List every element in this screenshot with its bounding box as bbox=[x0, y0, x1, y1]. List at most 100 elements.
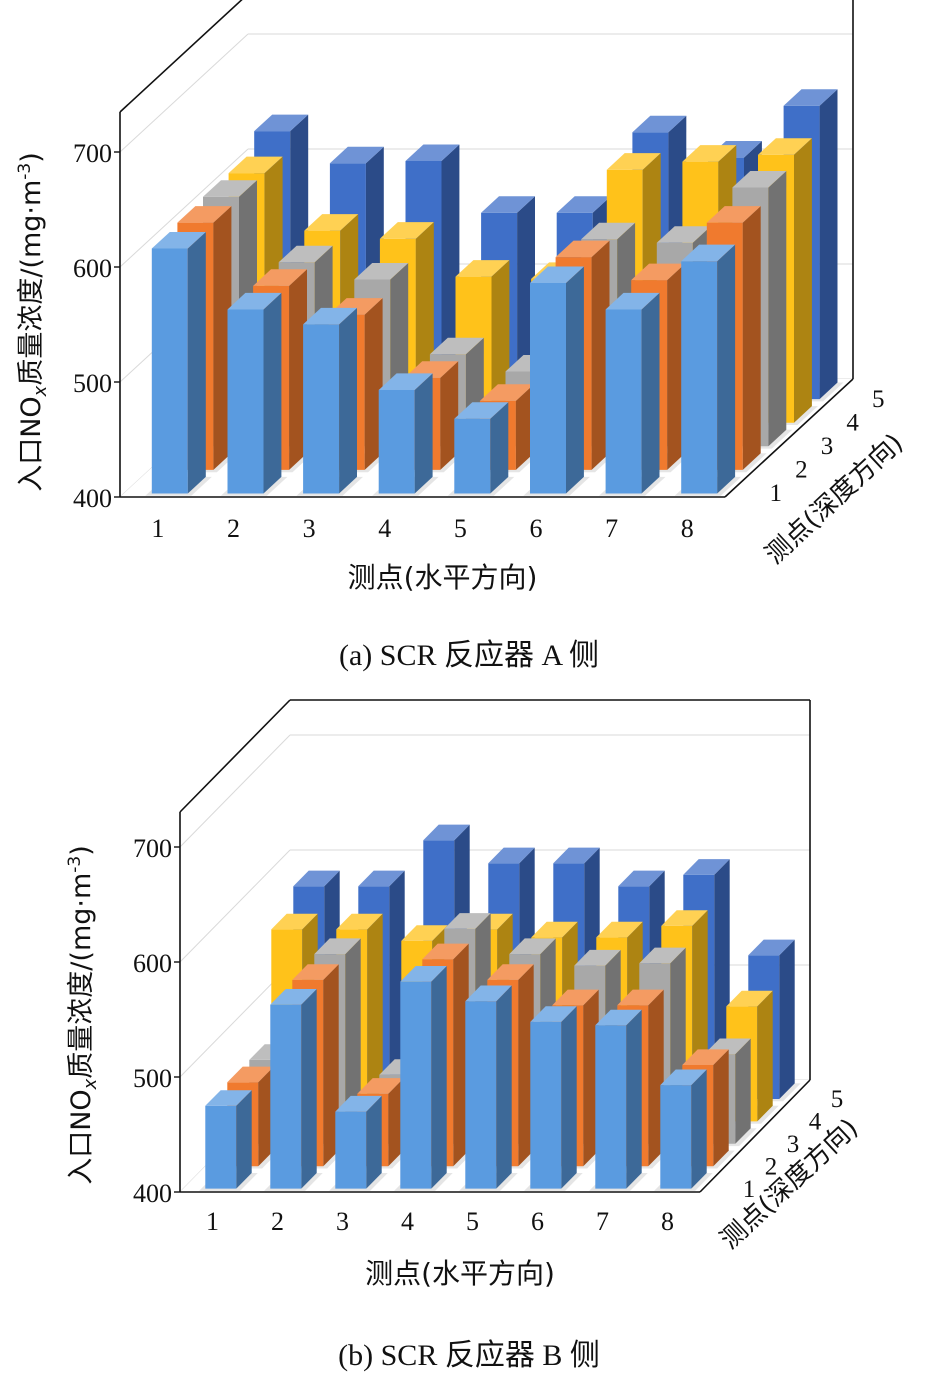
bar-side bbox=[339, 307, 357, 494]
bar-side bbox=[323, 964, 339, 1167]
x-axis-title: 测点(水平方向) bbox=[348, 561, 538, 594]
bar-top bbox=[726, 990, 773, 1007]
bar-side bbox=[388, 1078, 404, 1167]
bar-top bbox=[509, 938, 556, 955]
x-tick-label-7: 8 bbox=[661, 1207, 674, 1236]
bar-front bbox=[400, 981, 432, 1189]
y-tick-label-2: 600 bbox=[73, 254, 112, 283]
bar-side bbox=[794, 138, 812, 423]
bar-side bbox=[518, 964, 534, 1167]
bar-top bbox=[574, 949, 621, 966]
gridline-side-2 bbox=[119, 148, 249, 268]
bar-top bbox=[444, 913, 491, 929]
bar-top bbox=[595, 1009, 642, 1026]
bar-top bbox=[639, 947, 686, 964]
bar-top bbox=[205, 1090, 252, 1106]
bar-top bbox=[660, 1069, 707, 1086]
bar-top bbox=[379, 222, 434, 239]
bar-side bbox=[561, 1006, 577, 1189]
bar-side bbox=[414, 373, 433, 494]
bar-side bbox=[626, 1009, 642, 1189]
bar-top bbox=[681, 244, 736, 262]
bar-b-d1-c7 bbox=[589, 1009, 648, 1191]
bar-front bbox=[270, 1004, 302, 1189]
bar-side bbox=[453, 943, 469, 1167]
x-tick-label-5: 6 bbox=[531, 1207, 544, 1236]
y-tick-label-3: 700 bbox=[73, 139, 112, 168]
bar-top bbox=[314, 938, 361, 955]
bar-top bbox=[531, 921, 578, 938]
caption-b: (b) SCR 反应器 B 侧 bbox=[338, 1339, 600, 1372]
bar-top bbox=[303, 307, 357, 325]
bar-top bbox=[488, 847, 535, 864]
bar-top bbox=[151, 232, 206, 249]
bar-front bbox=[465, 1001, 497, 1189]
bar-side bbox=[440, 361, 459, 470]
bar-top bbox=[606, 153, 661, 170]
bar-a-d1-c2 bbox=[220, 292, 288, 496]
y-axis-title-exp: -3 bbox=[65, 856, 85, 873]
bar-side bbox=[717, 244, 736, 494]
bar-top bbox=[596, 921, 643, 938]
bar-side bbox=[819, 89, 838, 400]
bar-side bbox=[289, 269, 307, 470]
bar-top bbox=[748, 939, 795, 956]
depth-tick-label-3: 4 bbox=[809, 1109, 822, 1136]
x-tick-label-7: 8 bbox=[681, 514, 694, 543]
bar-a-d1-c7 bbox=[599, 292, 666, 496]
bar-top bbox=[618, 870, 665, 887]
depth-tick-label-2: 3 bbox=[821, 433, 834, 460]
bar-front bbox=[454, 418, 491, 494]
bar-front bbox=[227, 309, 264, 494]
bar-front bbox=[660, 1085, 692, 1189]
bar-side bbox=[431, 966, 447, 1189]
depth-tick-label-2: 3 bbox=[787, 1131, 800, 1158]
bar-front bbox=[595, 1025, 627, 1189]
bar-side bbox=[441, 144, 460, 400]
x-tick-label-6: 7 bbox=[596, 1207, 609, 1236]
y-axis-title: 入口NOx质量浓度/(mg·m-3) bbox=[65, 845, 101, 1185]
bar-top bbox=[401, 925, 448, 941]
bar-front bbox=[205, 1105, 237, 1189]
bar-top bbox=[631, 263, 686, 281]
bar-top bbox=[682, 1049, 729, 1065]
bar-top bbox=[423, 824, 470, 841]
bar-side bbox=[364, 298, 383, 470]
bar-side bbox=[641, 292, 660, 494]
bar-top bbox=[254, 114, 309, 132]
bar-top bbox=[454, 402, 509, 419]
bar-a-d1-c5 bbox=[447, 402, 515, 496]
bar-top bbox=[293, 870, 340, 887]
bar-top bbox=[354, 263, 409, 280]
x-tick-label-2: 3 bbox=[336, 1207, 349, 1236]
bar-top bbox=[656, 226, 711, 243]
bar-top bbox=[253, 269, 307, 286]
bar-side bbox=[742, 206, 761, 470]
bar-front bbox=[681, 261, 718, 494]
bar-top bbox=[481, 196, 535, 213]
bar-side bbox=[667, 263, 686, 470]
bar-top bbox=[278, 245, 333, 263]
bar-front bbox=[303, 324, 340, 494]
bar-top bbox=[683, 859, 730, 875]
bar-side bbox=[258, 1066, 274, 1167]
y-axis-title-exp: -3 bbox=[15, 163, 35, 180]
y-axis-title: 入口NOx质量浓度/(mg·m-3) bbox=[15, 152, 51, 492]
gridline-side-2 bbox=[179, 849, 291, 963]
y-axis-title-main: 入口NO bbox=[16, 396, 47, 491]
caption-a: (a) SCR 反应器 A 侧 bbox=[339, 639, 599, 672]
bar-a-d1-c4 bbox=[372, 373, 439, 496]
y-axis-title-sub: x bbox=[80, 1078, 101, 1090]
bar-top bbox=[783, 89, 838, 106]
bar-a-d1-c3 bbox=[296, 307, 363, 496]
bar-side bbox=[757, 990, 773, 1122]
y-tick-label-0: 400 bbox=[73, 484, 112, 513]
bar-top bbox=[227, 1066, 274, 1083]
x-tick-label-1: 2 bbox=[271, 1207, 284, 1236]
bar-side bbox=[648, 989, 664, 1167]
x-tick-label-0: 1 bbox=[206, 1207, 219, 1236]
bar-front bbox=[530, 1021, 562, 1189]
bar-b-d1-c8 bbox=[654, 1069, 713, 1191]
bar-top bbox=[758, 138, 812, 155]
